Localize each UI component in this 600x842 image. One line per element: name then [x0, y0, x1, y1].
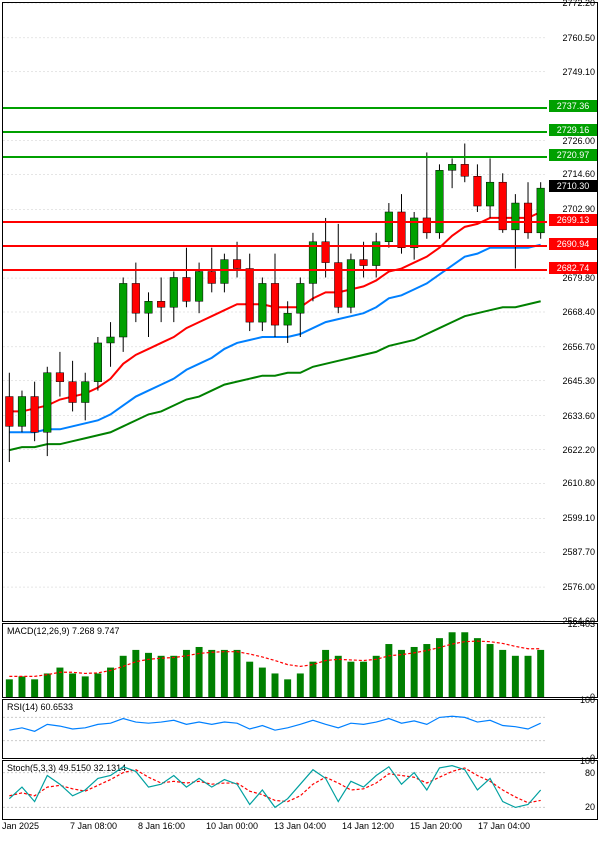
y-tick-label: 2668.40 [562, 307, 595, 317]
price-level-label: 2682.74 [549, 262, 597, 274]
price-level-line [3, 221, 547, 223]
y-tick-label: 2576.00 [562, 582, 595, 592]
y-tick-label: 2599.10 [562, 513, 595, 523]
price-plot-area [3, 3, 545, 621]
stoch-y-tick: 100 [580, 756, 595, 766]
price-level-line [3, 245, 547, 247]
x-tick-label: 7 Jan 08:00 [70, 821, 117, 831]
stoch-plot-area [3, 761, 545, 819]
price-level-line [3, 107, 547, 109]
x-tick-label: 15 Jan 20:00 [410, 821, 462, 831]
stoch-svg [3, 761, 545, 819]
x-tick-label: Jan 2025 [2, 821, 39, 831]
rsi-plot-area [3, 700, 545, 758]
stoch-panel: Stoch(5,3,3) 49.5150 32.1314 2080100 [2, 760, 598, 820]
y-tick-label: 2610.80 [562, 478, 595, 488]
y-tick-label: 2622.20 [562, 445, 595, 455]
main-price-chart: 2564.602576.002587.702599.102610.802622.… [2, 2, 598, 622]
x-tick-label: 13 Jan 04:00 [274, 821, 326, 831]
price-level-label: 2737.36 [549, 100, 597, 112]
macd-y-tick: 12.403 [567, 619, 595, 629]
x-axis: Jan 2025 7 Jan 08:00 8 Jan 16:00 10 Jan 00:… [2, 821, 598, 841]
macd-panel: MACD(12,26,9) 7.268 9.747 012.403 [2, 623, 598, 698]
price-level-label: 2690.94 [549, 238, 597, 250]
candlestick-svg [3, 3, 545, 621]
y-tick-label: 2587.70 [562, 547, 595, 557]
price-level-line [3, 156, 547, 158]
current-price-label: 2710.30 [549, 180, 597, 192]
x-tick-label: 8 Jan 16:00 [138, 821, 185, 831]
y-tick-label: 2726.00 [562, 136, 595, 146]
y-tick-label: 2645.30 [562, 376, 595, 386]
x-tick-label: 17 Jan 04:00 [478, 821, 530, 831]
price-level-label: 2720.97 [549, 149, 597, 161]
stoch-y-tick: 80 [585, 768, 595, 778]
x-tick-label: 14 Jan 12:00 [342, 821, 394, 831]
y-tick-label: 2656.70 [562, 342, 595, 352]
price-level-label: 2699.13 [549, 214, 597, 226]
y-tick-label: 2772.20 [562, 0, 595, 8]
price-level-line [3, 269, 547, 271]
price-level-label: 2729.16 [549, 124, 597, 136]
macd-svg [3, 624, 545, 697]
rsi-y-tick: 100 [580, 695, 595, 705]
stoch-y-tick: 20 [585, 802, 595, 812]
y-tick-label: 2760.50 [562, 33, 595, 43]
y-tick-label: 2633.60 [562, 411, 595, 421]
price-level-line [3, 131, 547, 133]
x-tick-label: 10 Jan 00:00 [206, 821, 258, 831]
macd-plot-area [3, 624, 545, 697]
y-tick-label: 2714.60 [562, 169, 595, 179]
y-tick-label: 2679.80 [562, 273, 595, 283]
y-tick-label: 2749.10 [562, 67, 595, 77]
rsi-panel: RSI(14) 60.6533 0100 [2, 699, 598, 759]
rsi-svg [3, 700, 545, 758]
